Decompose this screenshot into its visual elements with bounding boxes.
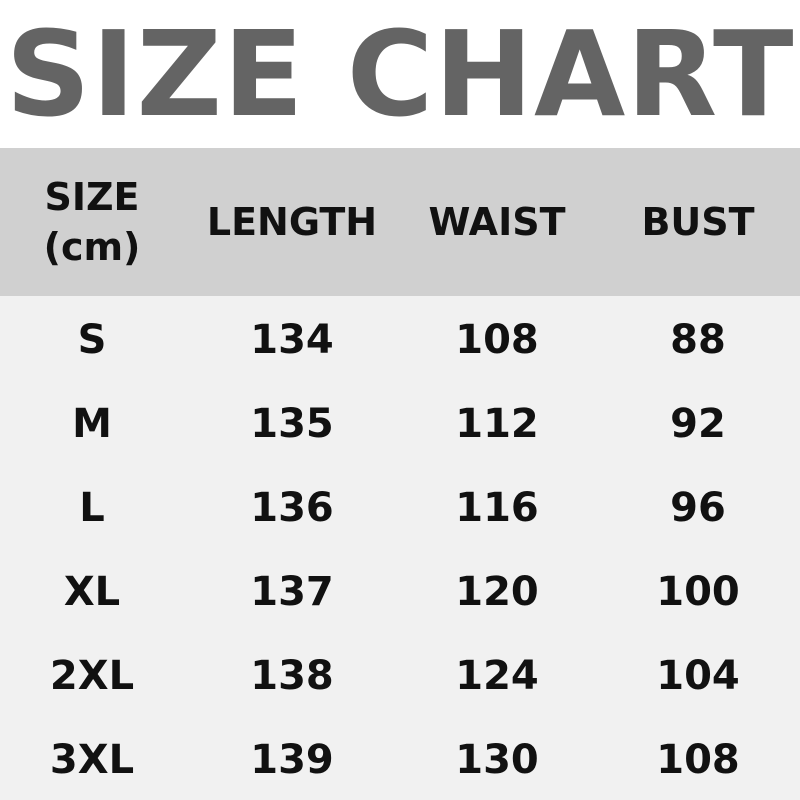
table-body: S 134 108 88 M 135 112 92 L 136 116 96 XL 137 120 100 2X… [0,296,800,800]
header-bust: BUST [641,200,755,244]
cell-size: S [77,317,107,363]
cell-bust: 88 [670,317,726,363]
header-length: LENGTH [206,200,378,244]
cell-size: XL [63,569,121,615]
cell-length: 134 [250,317,334,363]
cell-size: L [79,485,105,531]
header-size: SIZE (cm) [44,172,141,272]
cell-waist: 112 [455,401,539,447]
cell-bust: 92 [670,401,726,447]
cell-waist: 116 [455,485,539,531]
cell-bust: 104 [656,653,740,699]
cell-size: 2XL [49,653,135,699]
header-waist: WAIST [428,200,566,244]
page-title: SIZE CHART [5,5,795,143]
cell-bust: 108 [656,737,740,783]
cell-length: 138 [250,653,334,699]
cell-length: 135 [250,401,334,447]
cell-waist: 130 [455,737,539,783]
cell-waist: 120 [455,569,539,615]
cell-size: 3XL [49,737,135,783]
cell-waist: 124 [455,653,539,699]
cell-length: 137 [250,569,334,615]
header-unit-label: (cm) [43,225,141,269]
cell-size: M [72,401,112,447]
header-size-label: SIZE [44,175,140,219]
cell-length: 139 [250,737,334,783]
cell-waist: 108 [455,317,539,363]
cell-bust: 96 [670,485,726,531]
table-header: SIZE (cm) LENGTH WAIST BUST [0,148,800,296]
cell-length: 136 [250,485,334,531]
cell-bust: 100 [656,569,740,615]
